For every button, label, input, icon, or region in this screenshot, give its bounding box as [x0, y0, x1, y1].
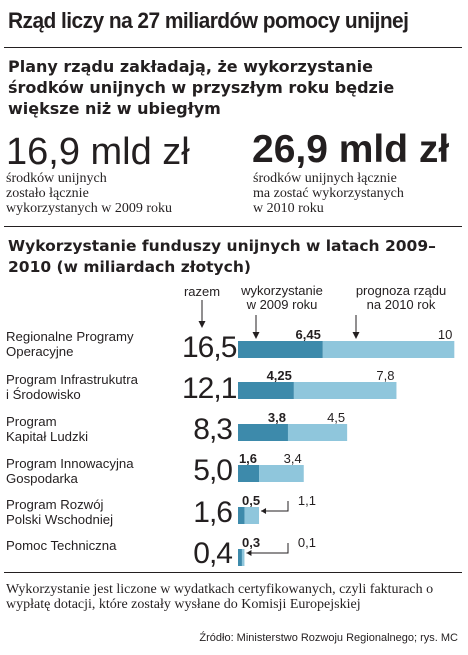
row-total: 16,5 [182, 331, 237, 364]
stat-2010-note-line: w 2010 roku [253, 201, 324, 216]
row-label-line: Pomoc Techniczna [6, 538, 117, 553]
stat-2010-note: środków unijnych łącznie ma zostać wykor… [253, 171, 404, 216]
row-total: 8,3 [193, 413, 233, 446]
row-total: 5,0 [193, 454, 233, 487]
page-title: Rząd liczy na 27 miliardów pomocy unijne… [8, 8, 409, 33]
footnote: Wykorzystanie jest liczone w wydatkach c… [6, 582, 434, 612]
label-leader-arrow [246, 550, 252, 556]
stat-2009-value: 16,9 mld zł [6, 131, 190, 173]
bar-2010-label: 1,1 [298, 493, 316, 508]
bar-2009 [238, 465, 260, 482]
row-label-line: Program [6, 414, 57, 429]
bar-2010-label: 4,5 [327, 410, 345, 425]
bar-2010-label: 3,4 [284, 451, 302, 466]
stat-2010-note-line: ma zostać wykorzystanych [253, 186, 404, 201]
column-header-forecast-line: prognoza rządu [355, 283, 447, 298]
column-header-used: wykorzystanie w 2009 roku [232, 284, 332, 312]
bar-2010 [293, 382, 397, 399]
row-label-infrastruktura: Program Infrastrukutra i Środowisko [6, 372, 186, 402]
stat-2010-note-line: środków unijnych łącznie [253, 171, 397, 186]
stat-2010-value: 26,9 mld zł [252, 128, 450, 171]
row-label-line: Program Infrastrukutra [6, 372, 138, 387]
row-label-line: Operacyjne [6, 344, 74, 359]
row-label-polska-wschodnia: Program Rozwój Polski Wschodniej [6, 497, 186, 527]
bar-2009 [238, 382, 294, 399]
bar-2009 [238, 549, 242, 566]
row-label-pomoc-techniczna: Pomoc Techniczna [6, 538, 186, 553]
source-note: Źródło: Ministerstwo Rozwoju Regionalneg… [199, 632, 458, 644]
row-label-line: Program Rozwój [6, 497, 104, 512]
bar-2009-label: 0,3 [242, 535, 260, 550]
used-pointer-arrow [252, 332, 260, 339]
row-label-line: Polski Wschodniej [6, 512, 114, 527]
bar-2009-label: 0,5 [242, 493, 260, 508]
stat-2009-note-line: wykorzystanych w 2009 roku [6, 201, 173, 216]
row-label-line: Gospodarka [6, 471, 78, 486]
chart-bottom-rule [4, 572, 462, 573]
column-header-forecast-line: na 2010 rok [366, 297, 436, 312]
bar-labels-group: 6,45 10 4,25 7,8 3,8 4,5 1,6 3,4 0,5 1,1 0,3 0,1 [239, 327, 452, 556]
row-label-kapital-ludzki: Program Kapitał Ludzki [6, 414, 186, 444]
total-pointer-arrow [198, 321, 206, 328]
bar-2010 [287, 424, 348, 441]
bar-2009 [238, 507, 245, 524]
column-header-forecast: prognoza rządu na 2010 rok [346, 284, 456, 312]
subtitle: Plany rządu zakładają, że wykorzystanie … [8, 57, 395, 118]
bar-2009-label: 1,6 [239, 451, 257, 466]
stat-2009-note-line: zostało łącznie [6, 186, 89, 201]
bar-2009 [238, 341, 323, 358]
title-rule [4, 47, 462, 48]
bar-2009-label: 3,8 [268, 410, 286, 425]
stat-2009-note-line: środków unijnych [6, 171, 107, 186]
bar-2009-label: 4,25 [267, 368, 292, 383]
forecast-pointer-arrow [352, 332, 360, 339]
row-label-innowacyjna: Program Innowacyjna Gospodarka [6, 456, 186, 486]
section-title: Wykorzystanie funduszy unijnych w latach… [8, 237, 436, 276]
row-total: 1,6 [193, 496, 233, 529]
bar-2010-label: 10 [438, 327, 452, 342]
column-header-used-line: wykorzystanie [241, 283, 323, 298]
row-label-line: Regionalne Programy [6, 329, 134, 344]
label-leader-line [261, 501, 289, 512]
bar-2010 [241, 549, 245, 566]
bar-2010 [322, 341, 455, 358]
stat-2009-note: środków unijnych zostało łącznie wykorzy… [6, 171, 172, 216]
header-pointers [198, 300, 360, 339]
row-label-rpo: Regionalne Programy Operacyjne [6, 329, 186, 359]
row-label-line: Kapitał Ludzki [6, 429, 89, 444]
row-label-line: Program Innowacyjna [6, 456, 134, 471]
bar-2010 [244, 507, 260, 524]
label-leader-line [246, 543, 289, 554]
column-header-used-line: w 2009 roku [246, 297, 318, 312]
bar-2009 [238, 424, 288, 441]
bar-2010 [259, 465, 304, 482]
bar-2010-label: 7,8 [376, 368, 394, 383]
bar-2009-label: 6,45 [296, 327, 321, 342]
bars-group [238, 341, 455, 566]
label-leader-arrow [261, 508, 267, 514]
row-total: 12,1 [182, 372, 237, 405]
section-rule [4, 226, 462, 227]
row-total: 0,4 [193, 537, 233, 570]
column-header-total: razem [183, 284, 221, 299]
row-label-line: i Środowisko [6, 387, 81, 402]
bar-2010-label: 0,1 [298, 535, 316, 550]
